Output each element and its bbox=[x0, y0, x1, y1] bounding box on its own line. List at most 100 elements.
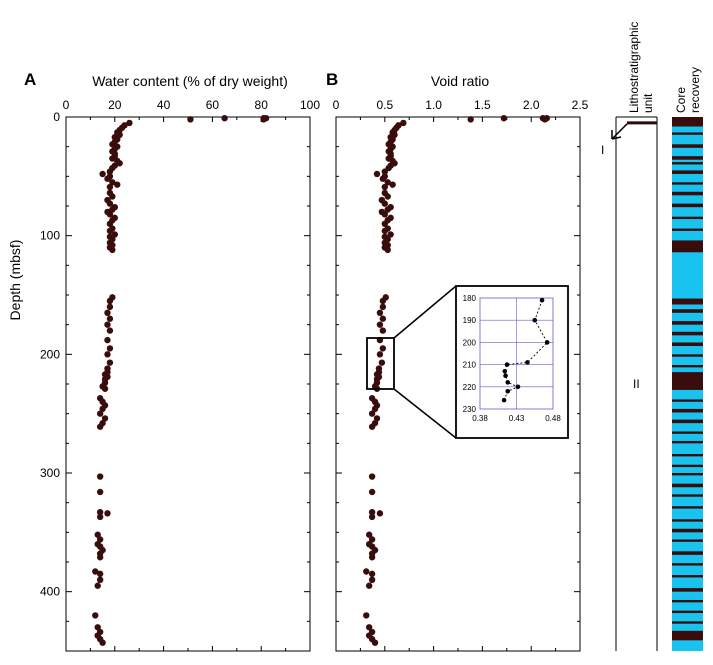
core-recovered-interval bbox=[672, 191, 703, 196]
data-point bbox=[371, 405, 379, 413]
core-recovered-interval bbox=[672, 203, 703, 208]
data-point bbox=[104, 336, 111, 344]
core-recovered-interval bbox=[672, 419, 703, 424]
data-point bbox=[99, 405, 106, 413]
data-point bbox=[543, 114, 551, 122]
data-point bbox=[368, 513, 376, 521]
panel-a-letter: A bbox=[24, 70, 36, 89]
x-tick-label: 2.5 bbox=[572, 98, 589, 112]
inset-point bbox=[525, 360, 530, 365]
data-point bbox=[96, 570, 104, 578]
core-recovered-interval bbox=[672, 170, 703, 174]
data-point bbox=[379, 297, 387, 305]
data-point bbox=[379, 303, 387, 311]
inset-x-tick-label: 0.38 bbox=[472, 414, 488, 423]
x-tick-label: 100 bbox=[300, 98, 320, 112]
panel-a-points bbox=[92, 114, 270, 646]
data-point bbox=[381, 168, 388, 175]
data-point bbox=[116, 131, 123, 138]
inset-y-tick-label: 200 bbox=[463, 338, 477, 347]
data-point bbox=[111, 231, 119, 238]
data-point bbox=[104, 351, 111, 358]
data-point bbox=[101, 385, 109, 392]
inset-y-tick-label: 210 bbox=[463, 361, 477, 370]
data-point bbox=[365, 582, 373, 589]
core-recovered-interval bbox=[672, 621, 703, 624]
x-tick-label: 80 bbox=[255, 98, 269, 112]
x-tick-label: 60 bbox=[206, 98, 220, 112]
data-point bbox=[99, 639, 106, 646]
data-point bbox=[365, 531, 373, 538]
inset-line bbox=[503, 300, 548, 401]
core-recovered-interval bbox=[672, 216, 703, 220]
data-point bbox=[376, 309, 384, 316]
data-point bbox=[106, 297, 114, 305]
y-tick-label: 400 bbox=[40, 585, 60, 599]
y-tick-label: 100 bbox=[40, 229, 60, 243]
core-recovered-interval bbox=[672, 331, 703, 336]
data-point bbox=[262, 114, 270, 122]
data-point bbox=[106, 200, 114, 207]
x-tick-label: 2.0 bbox=[523, 98, 540, 112]
litho-column bbox=[611, 116, 658, 651]
core-recovered-interval bbox=[672, 519, 703, 522]
inset-y-tick-label: 180 bbox=[463, 294, 477, 303]
unit-i-label: I bbox=[601, 143, 604, 157]
data-point bbox=[387, 231, 394, 238]
inset-point bbox=[539, 297, 545, 303]
data-point bbox=[106, 359, 114, 366]
data-point bbox=[368, 488, 376, 496]
core-recovery-column bbox=[672, 117, 703, 651]
core-recovered-interval bbox=[672, 454, 703, 457]
x-tick-label: 20 bbox=[108, 98, 122, 112]
core-recovered-interval bbox=[672, 528, 703, 533]
core-recovered-interval bbox=[672, 464, 703, 468]
data-point bbox=[368, 410, 376, 417]
data-point bbox=[368, 423, 376, 430]
inset-point bbox=[504, 362, 510, 367]
inset-point bbox=[501, 397, 507, 403]
data-point bbox=[106, 315, 114, 322]
data-point bbox=[384, 179, 391, 186]
data-point bbox=[381, 227, 388, 235]
data-point bbox=[379, 315, 387, 322]
data-point bbox=[381, 220, 388, 227]
data-point bbox=[368, 570, 376, 578]
inset-point bbox=[515, 384, 521, 390]
data-point bbox=[94, 582, 101, 589]
core-recovered-interval bbox=[672, 117, 703, 127]
data-point bbox=[363, 568, 370, 575]
core-recovered-interval bbox=[672, 321, 703, 325]
core-recovered-interval bbox=[672, 440, 703, 444]
data-point bbox=[368, 473, 376, 480]
data-point bbox=[104, 175, 111, 182]
unit-i-arrow bbox=[611, 123, 628, 140]
inset-point bbox=[503, 373, 508, 379]
data-point bbox=[96, 423, 104, 430]
core-recovered-interval bbox=[672, 494, 703, 497]
core-recovered-interval bbox=[672, 575, 703, 578]
core-recovered-interval bbox=[672, 298, 703, 305]
data-point bbox=[96, 513, 104, 521]
data-point bbox=[101, 415, 109, 422]
data-point bbox=[109, 141, 116, 148]
data-point bbox=[104, 321, 111, 328]
core-recovered-interval bbox=[672, 372, 703, 390]
y-tick-label: 200 bbox=[40, 347, 60, 361]
data-point bbox=[109, 206, 116, 213]
zoom-connector-top bbox=[393, 285, 457, 339]
data-point bbox=[96, 473, 104, 480]
data-point bbox=[96, 554, 104, 561]
data-point bbox=[109, 193, 116, 200]
data-point bbox=[379, 327, 387, 334]
zoom-box bbox=[366, 337, 395, 390]
core-recovered-interval bbox=[672, 228, 703, 231]
data-point bbox=[365, 624, 373, 631]
panel-a-axes: 0 20 40 60 80 100 0 100 200 300 400 bbox=[40, 98, 320, 652]
y-axis-label: Depth (mbsf) bbox=[7, 240, 23, 321]
data-point bbox=[106, 168, 114, 175]
inset-point bbox=[532, 317, 538, 323]
core-recovered-interval bbox=[672, 309, 703, 313]
core-recovered-interval bbox=[672, 156, 703, 160]
